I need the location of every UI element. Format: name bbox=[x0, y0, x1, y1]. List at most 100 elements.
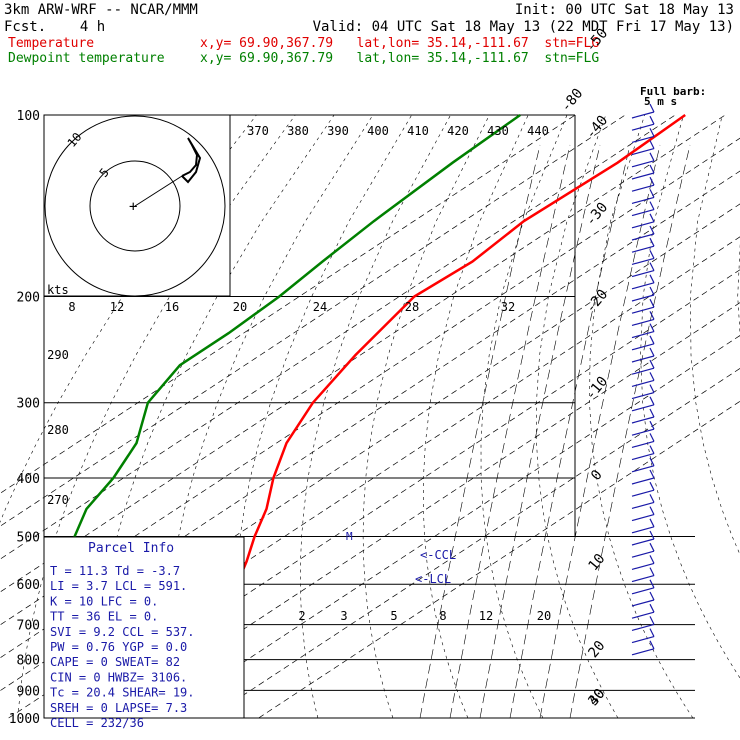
dry-adiabat bbox=[234, 114, 412, 719]
hodograph-axis bbox=[134, 175, 183, 207]
isotherm-label: 20 bbox=[585, 638, 608, 661]
mixing-ratio-upper-label: 24 bbox=[313, 300, 327, 314]
moist-adiabat bbox=[479, 144, 601, 719]
dry-adiabat bbox=[299, 114, 451, 719]
theta-label: 430 bbox=[487, 124, 509, 138]
parcel-row: Tc = 20.4 SHEAR= 19. bbox=[50, 686, 195, 700]
moist-adiabat bbox=[449, 144, 571, 719]
wind-barb-flag bbox=[649, 616, 655, 625]
mixing-ratio-upper-label: 8 bbox=[68, 300, 75, 314]
wind-barb-flag bbox=[649, 445, 655, 454]
moist-adiabat bbox=[509, 144, 631, 719]
wind-barb-flag bbox=[649, 250, 655, 259]
pressure-tick-label: 900 bbox=[17, 684, 40, 699]
wind-barb-flag bbox=[649, 506, 655, 515]
isotherm-label: -20 bbox=[583, 287, 612, 317]
wind-barb-flag bbox=[649, 433, 655, 442]
wind-barb bbox=[631, 257, 655, 265]
dry-adiabat bbox=[480, 114, 568, 719]
theta-label: 400 bbox=[367, 124, 389, 138]
wind-barb bbox=[631, 282, 655, 290]
mixing-ratio-upper-label: 16 bbox=[165, 300, 179, 314]
wind-barb bbox=[631, 111, 655, 119]
isotherm-label: -30 bbox=[583, 200, 612, 230]
wind-barb-flag bbox=[649, 469, 655, 479]
dry-adiabat bbox=[17, 114, 296, 719]
wind-barb-flag bbox=[649, 372, 655, 381]
isotherm-line bbox=[158, 335, 740, 719]
parcel-row: CIN = 0 HWBZ= 3106. bbox=[50, 670, 187, 684]
wind-barb-flag bbox=[649, 591, 655, 601]
wind-barb bbox=[631, 489, 655, 497]
wind-barb bbox=[631, 599, 655, 607]
wind-barb bbox=[631, 477, 655, 485]
wind-barb-flag bbox=[649, 189, 655, 198]
dewpoint-legend: Dewpoint temperature bbox=[8, 51, 165, 66]
pressure-tick-label: 800 bbox=[17, 654, 40, 669]
mixing-ratio-upper-label: 20 bbox=[233, 300, 247, 314]
valid-time: Valid: 04 UTC Sat 18 May 13 (22 MDT Fri … bbox=[312, 19, 734, 35]
parcel-row: K = 10 LFC = 0. bbox=[50, 594, 158, 608]
pressure-tick-label: 1000 bbox=[9, 712, 40, 727]
isotherm-label: -40 bbox=[583, 113, 612, 143]
mixing-ratio-label: 2 bbox=[298, 609, 305, 623]
wind-barb-flag bbox=[649, 176, 655, 186]
wind-barb bbox=[631, 465, 655, 473]
wind-barb bbox=[631, 453, 655, 461]
wind-barb bbox=[631, 221, 655, 229]
model-title: 3km ARW-WRF -- NCAR/MMM bbox=[4, 2, 198, 18]
wind-barb bbox=[631, 392, 655, 400]
dry-adiabat bbox=[536, 114, 619, 719]
moist-adiabat bbox=[419, 144, 541, 719]
parcel-row: CAPE = 0 SWEAT= 82 bbox=[50, 655, 180, 669]
isotherm-label: -50 bbox=[583, 26, 612, 56]
isotherm-label: -10 bbox=[583, 374, 612, 404]
theta-low-label: 290 bbox=[47, 348, 69, 362]
ccl-marker: <-CCL bbox=[420, 548, 456, 562]
wind-barb bbox=[631, 440, 655, 448]
parcel-box bbox=[43, 536, 245, 719]
wind-barb bbox=[631, 270, 655, 278]
wind-barb bbox=[631, 538, 655, 546]
mixing-ratio-label: 5 bbox=[390, 609, 397, 623]
barb-legend: Full barb: bbox=[640, 85, 706, 98]
wind-barb-flag bbox=[649, 396, 655, 406]
barb-legend-sub: 5 m s bbox=[644, 95, 677, 108]
pressure-tick-label: 700 bbox=[17, 619, 40, 634]
parcel-row: SVI = 9.2 CCL = 537. bbox=[50, 625, 195, 639]
theta-label: 390 bbox=[327, 124, 349, 138]
m-marker: M bbox=[346, 530, 353, 543]
wind-barb bbox=[631, 562, 655, 570]
wind-barb bbox=[631, 550, 655, 558]
theta-label: 380 bbox=[287, 124, 309, 138]
wind-barb-flag bbox=[649, 335, 655, 345]
dry-adiabat bbox=[690, 114, 740, 556]
mixing-ratio-label: 12 bbox=[479, 609, 493, 623]
wind-barb-flag bbox=[649, 274, 655, 284]
wind-barb bbox=[631, 404, 655, 412]
wind-barb bbox=[631, 148, 655, 156]
wind-barb bbox=[631, 318, 655, 326]
wind-barb bbox=[631, 611, 655, 619]
wind-barb-flag bbox=[649, 628, 655, 637]
isotherm-line bbox=[0, 114, 726, 593]
wind-barb-flag bbox=[649, 555, 655, 564]
wind-barb bbox=[631, 648, 655, 656]
theta-low-label: 270 bbox=[47, 493, 69, 507]
isotherm-line bbox=[0, 114, 676, 560]
temperature-legend: Temperature bbox=[8, 36, 95, 51]
wind-barb-flag bbox=[649, 384, 655, 393]
pressure-tick-label: 200 bbox=[17, 291, 40, 306]
wind-barb-flag bbox=[649, 494, 655, 503]
hodograph-units: kts bbox=[47, 283, 69, 297]
wind-barb-flag bbox=[649, 140, 655, 149]
wind-barb bbox=[631, 343, 655, 351]
pressure-tick-label: 300 bbox=[17, 397, 40, 412]
mixing-ratio-upper-label: 28 bbox=[405, 300, 419, 314]
wind-barb-flag bbox=[649, 640, 655, 650]
wind-barb bbox=[631, 294, 655, 302]
hodograph-frame bbox=[43, 114, 231, 297]
theta-label: 420 bbox=[447, 124, 469, 138]
pressure-tick-label: 100 bbox=[17, 109, 40, 124]
